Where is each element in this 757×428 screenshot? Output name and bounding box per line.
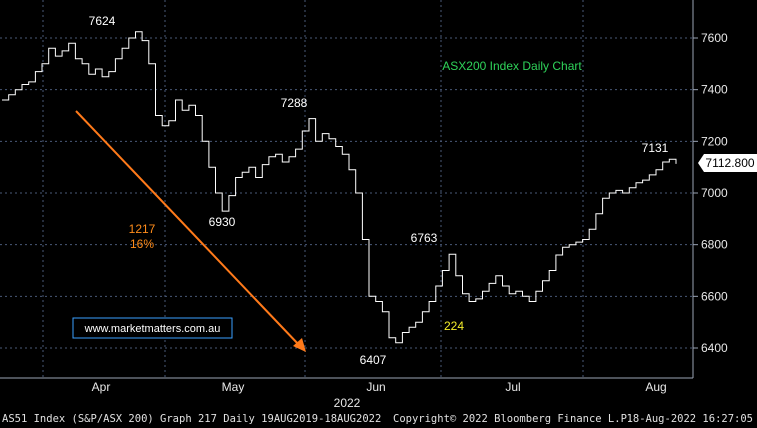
annotation-1217: 1217 [129,222,156,236]
x-tick-label-apr: Apr [92,380,111,394]
footer-timestamp: 18-Aug-2022 16:27:05 [626,413,753,425]
y-tick-label-6800: 6800 [701,238,728,252]
annotation-7288: 7288 [281,96,308,110]
price-series-line [2,31,677,344]
annotation-6930: 6930 [209,215,236,229]
asx200-chart: 6400 6600 6800 7000 7200 7400 7600 Apr May Jun Ju… [0,0,757,410]
year-label: 2022 [334,396,361,410]
trend-arrow [75,110,306,352]
x-tick-label-may: May [222,380,245,394]
footer-ticker: AS51 Index (S&P/ASX 200) Graph 217 Daily… [2,413,382,425]
y-tick-label-6400: 6400 [701,341,728,355]
axes [0,0,694,379]
x-axis-ticks: Apr May Jun Jul Aug [92,380,667,394]
y-tick-label-7000: 7000 [701,186,728,200]
y-axis-ticks: 6400 6600 6800 7000 7200 7400 7600 [693,31,728,355]
x-tick-label-jul: Jul [505,380,520,394]
chart-title: ASX200 Index Daily Chart [442,59,582,73]
y-tick-label-7200: 7200 [701,134,728,148]
annotation-7131: 7131 [642,141,669,155]
x-tick-label-jun: Jun [366,380,385,394]
annotation-224: 224 [444,319,464,333]
y-tick-label-7600: 7600 [701,31,728,45]
annotation-6763: 6763 [411,231,438,245]
annotation-7624: 7624 [89,14,116,28]
watermark-box: www.marketmatters.com.au [72,317,233,339]
annotation-16pct: 16% [130,237,154,251]
footer-copyright: Copyright© 2022 Bloomberg Finance L.P. [393,413,634,425]
y-tick-label-6600: 6600 [701,289,728,303]
grid-lines [0,0,693,378]
last-price-flag: 7112.800 [698,154,757,172]
watermark-text: www.marketmatters.com.au [84,323,221,335]
y-tick-label-7400: 7400 [701,83,728,97]
last-price-label: 7112.800 [705,156,754,170]
footer: AS51 Index (S&P/ASX 200) Graph 217 Daily… [0,410,757,428]
x-tick-label-aug: Aug [645,380,666,394]
annotation-6407: 6407 [360,353,387,367]
